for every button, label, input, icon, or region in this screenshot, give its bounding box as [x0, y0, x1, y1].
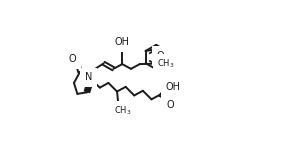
Text: CH$_3$: CH$_3$ — [157, 58, 175, 70]
Text: N: N — [85, 72, 92, 82]
Text: O: O — [157, 51, 164, 61]
Text: CH$_3$: CH$_3$ — [114, 105, 132, 117]
Text: OH: OH — [114, 37, 129, 47]
Text: O: O — [166, 100, 174, 110]
Text: O: O — [69, 54, 77, 64]
Text: OH: OH — [166, 82, 180, 92]
